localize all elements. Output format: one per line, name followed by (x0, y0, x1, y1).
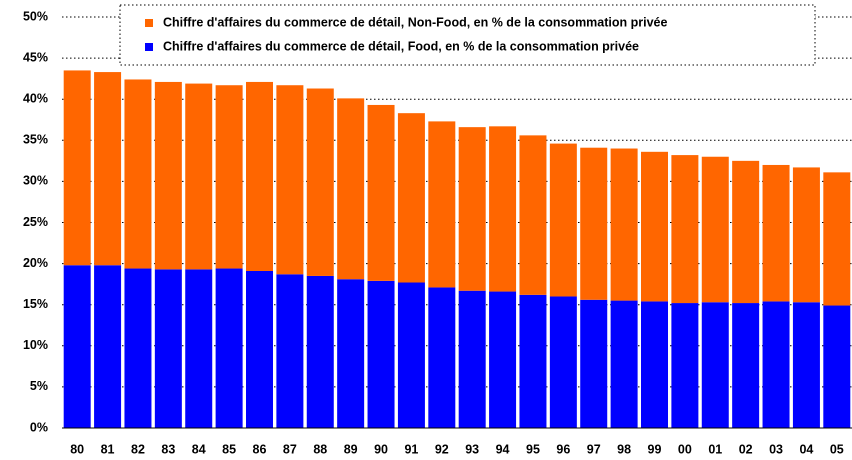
y-tick-label: 25% (23, 215, 48, 229)
legend-box (119, 4, 816, 66)
y-tick-label: 50% (23, 9, 48, 23)
y-tick-label: 30% (23, 174, 48, 188)
bar-segment (428, 121, 456, 288)
bar-segment (367, 280, 395, 428)
x-tick-label: 90 (374, 442, 388, 456)
bar-segment (489, 126, 517, 292)
x-tick-label: 87 (283, 442, 297, 456)
bar-segment (337, 98, 365, 280)
x-tick-label: 84 (192, 442, 206, 456)
y-tick-label: 45% (23, 50, 48, 64)
bar-segment (610, 300, 638, 428)
y-tick-label: 5% (30, 379, 48, 393)
legend-label: Chiffre d'affaires du commerce de détail… (163, 15, 668, 29)
bar-segment (519, 294, 547, 428)
bar-segment (94, 265, 122, 428)
bar-segment (276, 274, 304, 428)
bar-segment (63, 265, 91, 428)
x-tick-label: 83 (161, 442, 175, 456)
bar-segment (701, 156, 729, 303)
x-tick-label: 97 (587, 442, 601, 456)
x-tick-label: 81 (101, 442, 115, 456)
x-tick-label: 88 (313, 442, 327, 456)
bar-segment (397, 282, 425, 428)
bar-segment (154, 81, 182, 270)
bar-segment (580, 299, 608, 428)
x-tick-label: 85 (222, 442, 236, 456)
bar-segment (549, 296, 577, 428)
bar-segment (671, 303, 699, 428)
bar-segment (367, 104, 395, 281)
bar-segment (94, 72, 122, 266)
y-tick-label: 15% (23, 297, 48, 311)
legend-swatch (145, 43, 153, 51)
bar-segment (823, 172, 851, 306)
bar-segment (428, 287, 456, 428)
y-tick-label: 35% (23, 133, 48, 147)
bar-segment (792, 167, 820, 303)
bar-segment (519, 135, 547, 295)
bar-segment (124, 79, 152, 269)
bar-segment (458, 290, 486, 428)
x-tick-label: 01 (708, 442, 722, 456)
bar-segment (762, 301, 790, 428)
bar-segment (246, 270, 273, 428)
x-tick-label: 03 (769, 442, 783, 456)
y-tick-label: 20% (23, 256, 48, 270)
legend-label: Chiffre d'affaires du commerce de détail… (163, 39, 639, 53)
x-tick-label: 89 (344, 442, 358, 456)
x-tick-label: 95 (526, 442, 540, 456)
bar-segment (185, 83, 213, 270)
bar-segment (306, 275, 334, 428)
bar-segment (549, 143, 577, 297)
bar-segment (701, 302, 729, 428)
x-tick-label: 02 (739, 442, 753, 456)
x-tick-label: 93 (465, 442, 479, 456)
bar-segment (215, 85, 243, 269)
bar-segment (337, 279, 365, 428)
bar-segment (610, 148, 638, 301)
bar-segment (63, 70, 91, 266)
bar-segment (458, 127, 486, 291)
x-tick-label: 04 (799, 442, 813, 456)
y-tick-label: 10% (23, 338, 48, 352)
y-tick-label: 0% (30, 420, 48, 434)
x-tick-label: 96 (556, 442, 570, 456)
x-tick-label: 92 (435, 442, 449, 456)
bar-segment (580, 147, 608, 300)
x-tick-label: 98 (617, 442, 631, 456)
bar-segment (276, 85, 304, 275)
bar-segment (154, 269, 182, 428)
x-tick-label: 00 (678, 442, 692, 456)
bar-segment (306, 88, 334, 276)
x-tick-label: 86 (253, 442, 267, 456)
bar-segment (489, 291, 517, 428)
x-tick-label: 94 (496, 442, 510, 456)
bar-segment (215, 268, 243, 428)
x-tick-label: 99 (648, 442, 662, 456)
bar-segment (641, 301, 668, 428)
bar-segment (823, 305, 851, 428)
y-tick-label: 40% (23, 91, 48, 105)
bar-segment (397, 113, 425, 283)
x-tick-label: 82 (131, 442, 145, 456)
bar-segment (792, 302, 820, 428)
bar-segment (671, 155, 699, 304)
legend-swatch (145, 19, 153, 27)
bar-segment (732, 303, 760, 428)
bar-segment (641, 151, 668, 302)
bar-segment (185, 269, 213, 428)
bar-segment (762, 164, 790, 302)
x-tick-label: 91 (404, 442, 418, 456)
bar-segment (124, 268, 152, 428)
x-tick-label: 80 (70, 442, 84, 456)
x-tick-label: 05 (830, 442, 844, 456)
bar-segment (246, 81, 273, 271)
bar-segment (732, 160, 760, 304)
